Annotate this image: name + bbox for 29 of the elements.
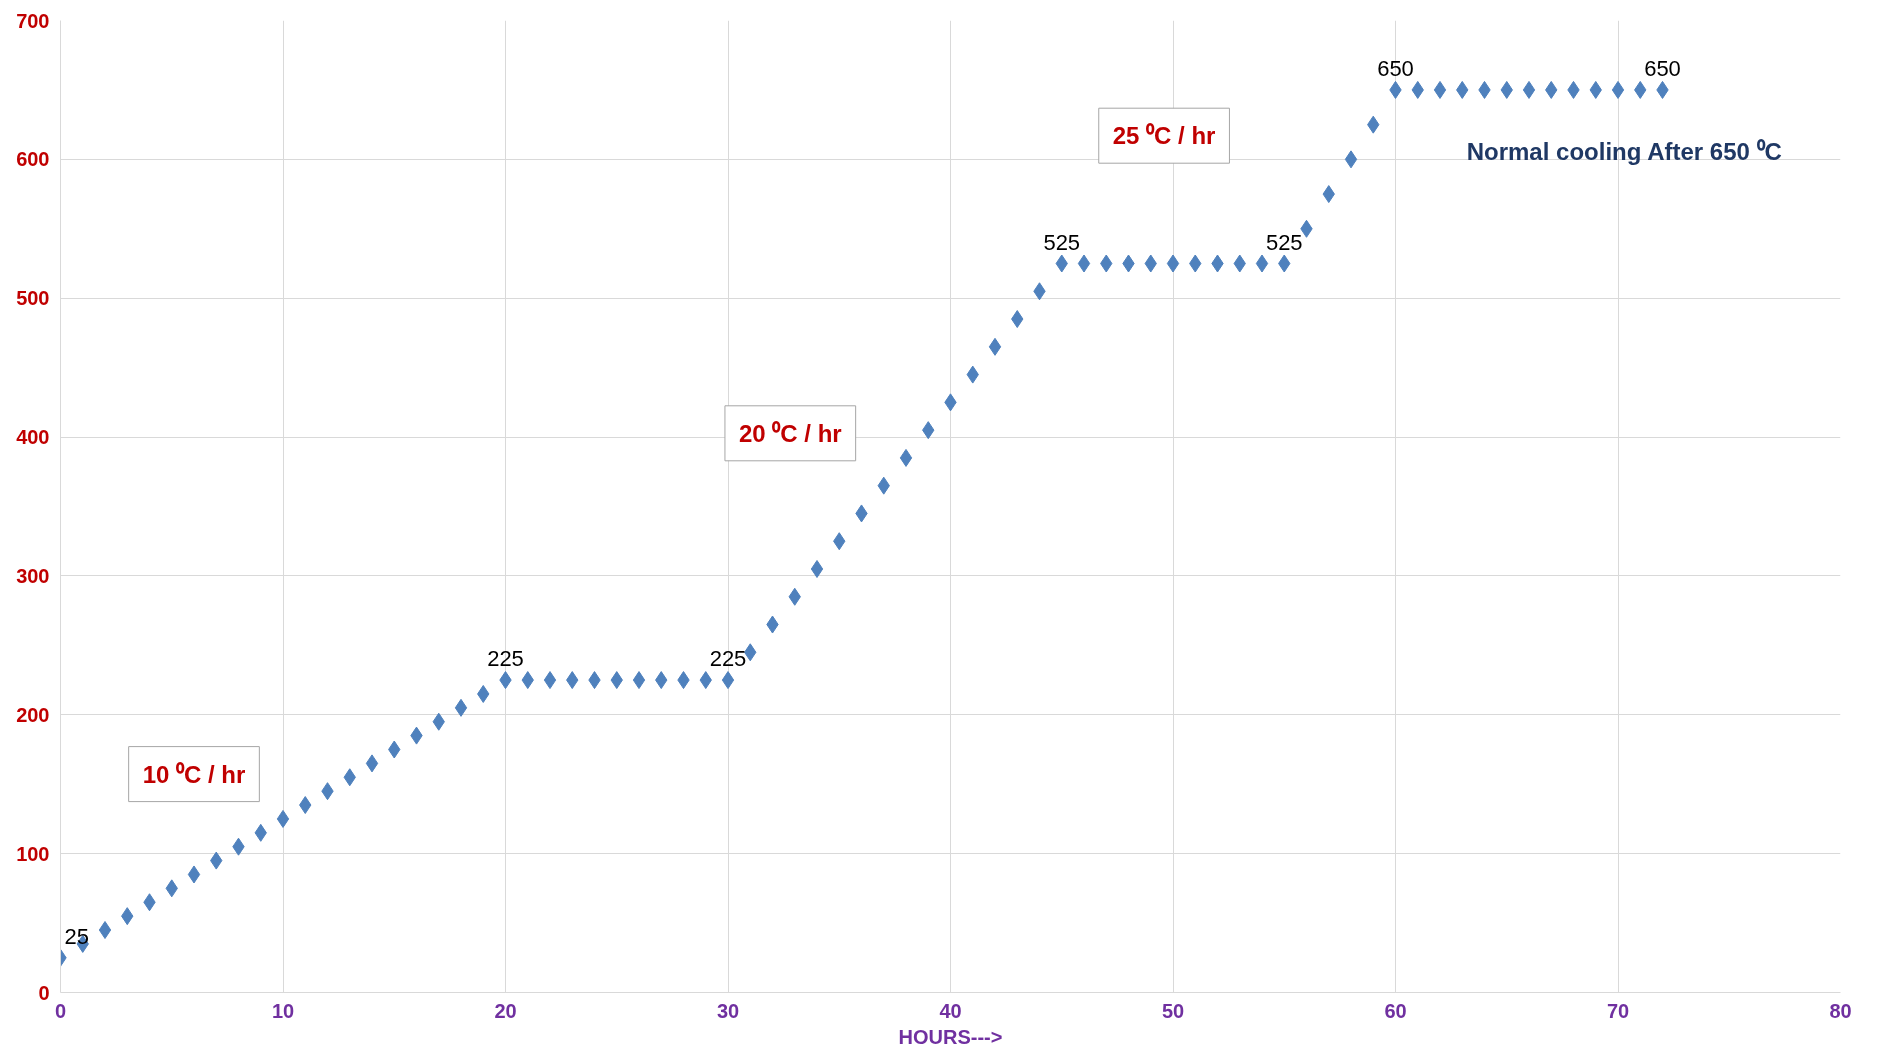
x-tick-label: 30 (716, 999, 740, 1022)
x-tick-label: 60 (1384, 999, 1407, 1022)
y-tick-label: 500 (16, 287, 50, 310)
data-label: 525 (1265, 229, 1303, 255)
y-tick-label: 0 (38, 981, 50, 1004)
x-tick-label: 10 (271, 999, 295, 1022)
x-axis-title: HOURS---> (898, 1025, 1003, 1048)
x-tick-label: 20 (494, 999, 517, 1022)
y-tick-label: 700 (16, 9, 50, 32)
annotation: 10 ⁰C / hr (142, 760, 246, 788)
y-tick-label: 600 (16, 148, 50, 171)
x-tick-label: 70 (1606, 999, 1630, 1022)
x-tick-label: 80 (1829, 999, 1852, 1022)
y-tick-label: 200 (16, 703, 50, 726)
y-tick-label: 100 (16, 842, 50, 865)
annotation: 20 ⁰C / hr (738, 419, 842, 447)
annotation: Normal cooling After 650 ⁰C (1466, 137, 1782, 165)
data-label: 525 (1043, 229, 1081, 255)
y-tick-label: 300 (16, 564, 50, 587)
annotation: 25 ⁰C / hr (1112, 122, 1216, 150)
x-tick-label: 50 (1161, 999, 1185, 1022)
x-tick-label: 40 (939, 999, 962, 1022)
data-label: 650 (1377, 55, 1414, 81)
y-tick-label: 400 (16, 426, 50, 449)
data-label: 25 (64, 923, 89, 949)
data-label: 225 (709, 646, 747, 672)
data-label: 650 (1644, 55, 1681, 81)
data-label: 225 (487, 646, 524, 672)
x-tick-label: 0 (54, 999, 67, 1022)
